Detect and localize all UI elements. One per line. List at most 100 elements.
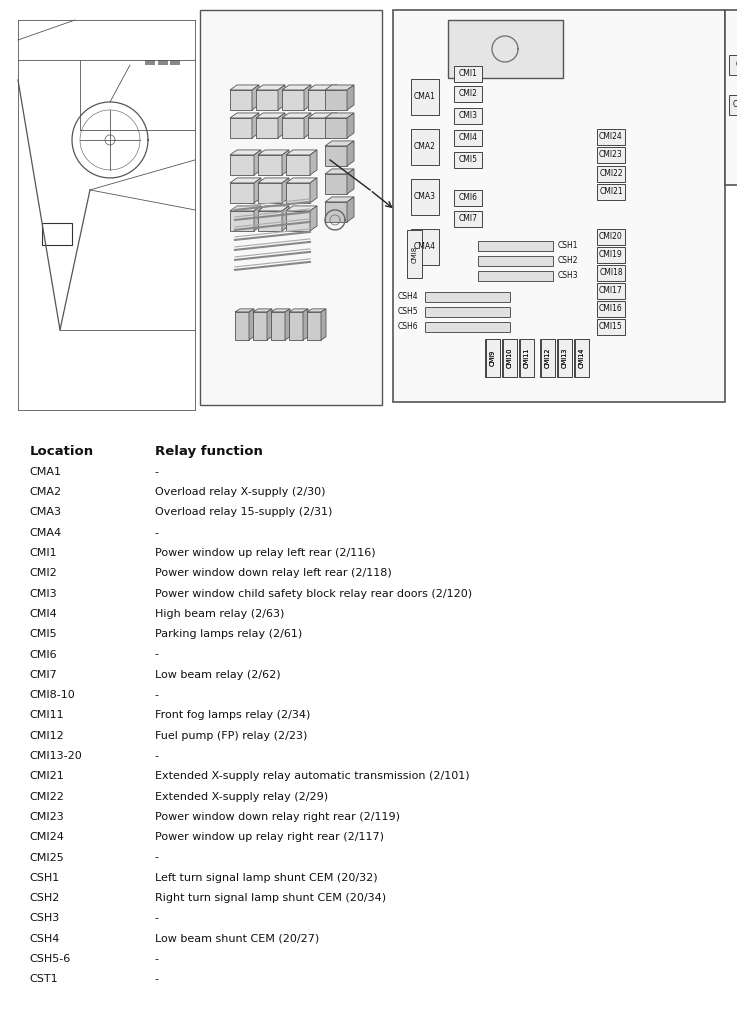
- Text: CMA2: CMA2: [29, 487, 62, 497]
- Text: CSH3: CSH3: [29, 913, 60, 924]
- Text: CMI9: CMI9: [490, 350, 496, 366]
- Bar: [393, 10, 725, 401]
- Text: -: -: [155, 954, 158, 964]
- Bar: [478, 271, 553, 281]
- Text: Relay function: Relay function: [155, 445, 262, 459]
- Bar: [408, 230, 422, 278]
- Polygon shape: [230, 211, 254, 231]
- Bar: [520, 339, 534, 377]
- Text: CMA1: CMA1: [29, 467, 61, 477]
- Polygon shape: [256, 113, 285, 118]
- Polygon shape: [278, 85, 285, 110]
- Text: CMI7: CMI7: [29, 670, 57, 680]
- Polygon shape: [230, 150, 261, 155]
- Bar: [729, 95, 737, 115]
- Bar: [200, 10, 382, 404]
- Text: CST1: CST1: [736, 60, 737, 70]
- Bar: [729, 55, 737, 75]
- Text: CMI23: CMI23: [599, 151, 623, 160]
- Polygon shape: [282, 90, 304, 110]
- Text: CMI11: CMI11: [524, 348, 530, 368]
- Text: CMI4: CMI4: [29, 609, 57, 618]
- Text: CSH3: CSH3: [558, 271, 579, 281]
- Text: -: -: [155, 690, 158, 700]
- Bar: [454, 189, 482, 206]
- Text: -: -: [155, 751, 158, 761]
- Bar: [725, 10, 737, 185]
- Text: Parking lamps relay (2/61): Parking lamps relay (2/61): [155, 629, 302, 639]
- Bar: [486, 339, 500, 377]
- Bar: [597, 265, 625, 281]
- Polygon shape: [230, 113, 259, 118]
- Polygon shape: [310, 178, 317, 203]
- Text: Extended X-supply relay (2/29): Extended X-supply relay (2/29): [155, 792, 328, 802]
- Text: Low beam shunt CEM (20/27): Low beam shunt CEM (20/27): [155, 934, 319, 944]
- Polygon shape: [230, 118, 252, 138]
- Bar: [597, 166, 625, 182]
- Text: CMI4: CMI4: [458, 133, 478, 142]
- Polygon shape: [252, 85, 259, 110]
- Text: CMI15: CMI15: [599, 323, 623, 332]
- Bar: [541, 339, 555, 377]
- Bar: [597, 129, 625, 145]
- Bar: [454, 152, 482, 168]
- Polygon shape: [325, 197, 354, 202]
- Text: Power window up relay left rear (2/116): Power window up relay left rear (2/116): [155, 548, 375, 558]
- Text: CSH1: CSH1: [558, 242, 579, 251]
- Polygon shape: [304, 85, 311, 110]
- Polygon shape: [258, 178, 289, 183]
- Text: CMI11: CMI11: [524, 348, 530, 368]
- Polygon shape: [286, 211, 310, 231]
- Text: CMI8-10: CMI8-10: [29, 690, 75, 700]
- Polygon shape: [254, 150, 261, 175]
- Text: Fuel pump (FP) relay (2/23): Fuel pump (FP) relay (2/23): [155, 731, 307, 740]
- Bar: [575, 339, 590, 377]
- Text: CMI3: CMI3: [29, 589, 57, 599]
- Text: CMI2: CMI2: [458, 89, 478, 98]
- Polygon shape: [254, 206, 261, 231]
- Text: CSH2: CSH2: [558, 256, 579, 265]
- Text: CMI8: CMI8: [412, 246, 418, 262]
- Polygon shape: [325, 113, 354, 118]
- Text: CMI10: CMI10: [507, 347, 513, 368]
- Text: CMI14: CMI14: [579, 347, 585, 368]
- Bar: [575, 339, 589, 377]
- Text: CST1: CST1: [29, 975, 58, 984]
- Text: CMI2: CMI2: [29, 568, 57, 579]
- Text: CMI21: CMI21: [599, 187, 623, 197]
- Polygon shape: [286, 178, 317, 183]
- Polygon shape: [271, 309, 290, 312]
- Polygon shape: [282, 118, 304, 138]
- Text: CMI13: CMI13: [562, 348, 568, 368]
- Text: Power window down relay right rear (2/119): Power window down relay right rear (2/11…: [155, 812, 399, 822]
- Bar: [158, 60, 168, 65]
- Bar: [454, 130, 482, 146]
- Text: Extended X-supply relay automatic transmission (2/101): Extended X-supply relay automatic transm…: [155, 771, 469, 781]
- Polygon shape: [282, 206, 289, 231]
- Polygon shape: [258, 150, 289, 155]
- Polygon shape: [286, 155, 310, 175]
- Text: Overload relay X-supply (2/30): Overload relay X-supply (2/30): [155, 487, 325, 497]
- Bar: [597, 146, 625, 163]
- Text: CSH5: CSH5: [398, 307, 419, 316]
- Text: CMI7: CMI7: [458, 214, 478, 223]
- Polygon shape: [278, 113, 285, 138]
- Polygon shape: [286, 183, 310, 203]
- Bar: [597, 283, 625, 299]
- Polygon shape: [258, 211, 282, 231]
- Polygon shape: [347, 169, 354, 194]
- Text: CMI13-20: CMI13-20: [29, 751, 83, 761]
- Text: CMI23: CMI23: [29, 812, 64, 822]
- Polygon shape: [325, 174, 347, 194]
- Polygon shape: [310, 206, 317, 231]
- Text: -: -: [155, 467, 158, 477]
- Bar: [448, 20, 563, 78]
- Bar: [454, 211, 482, 227]
- Bar: [486, 339, 500, 377]
- Text: CMI6: CMI6: [29, 649, 57, 659]
- Bar: [42, 223, 72, 245]
- Polygon shape: [282, 85, 311, 90]
- Polygon shape: [252, 113, 259, 138]
- Polygon shape: [325, 141, 354, 146]
- Polygon shape: [253, 309, 272, 312]
